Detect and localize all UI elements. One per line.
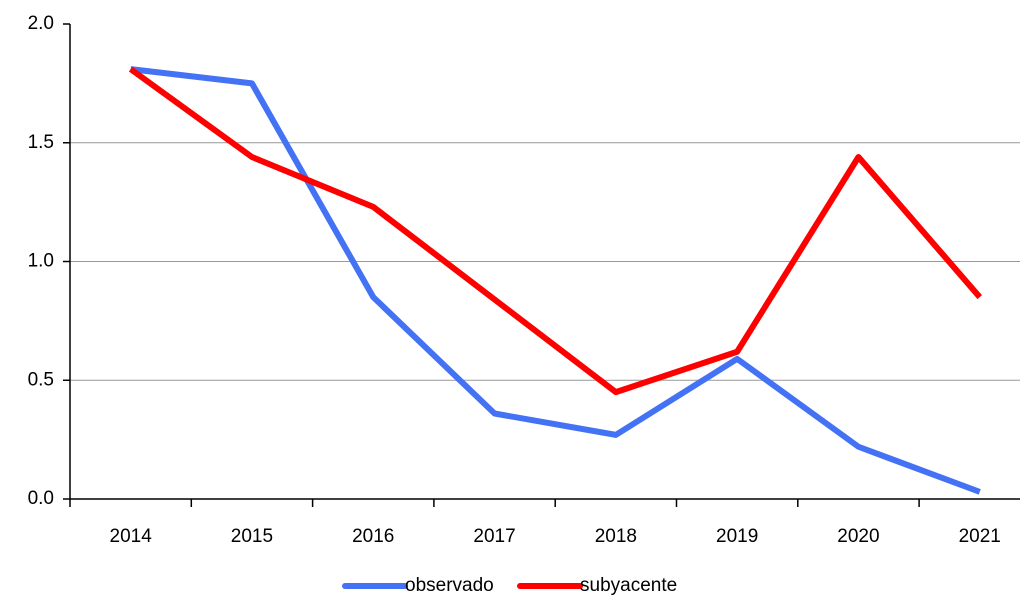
legend-label: observado [405, 575, 494, 596]
x-tick-label: 2018 [595, 526, 637, 547]
x-tick-label: 2014 [110, 526, 153, 547]
y-tick-label: 1.0 [28, 251, 54, 272]
x-tick-label: 2020 [837, 526, 879, 547]
x-tick-label: 2021 [959, 526, 1001, 547]
y-tick-label: 0.0 [28, 488, 54, 509]
x-tick-label: 2016 [352, 526, 394, 547]
y-tick-label: 0.5 [28, 369, 54, 390]
series-line [130, 66, 981, 495]
legend-label: subyacente [580, 575, 677, 596]
y-tick-label: 2.0 [28, 13, 54, 34]
series-line [128, 66, 983, 396]
x-tick-label: 2019 [716, 526, 758, 547]
x-tick-label: 2015 [231, 526, 273, 547]
y-tick-label: 1.5 [28, 132, 54, 153]
x-tick-label: 2017 [473, 526, 515, 547]
